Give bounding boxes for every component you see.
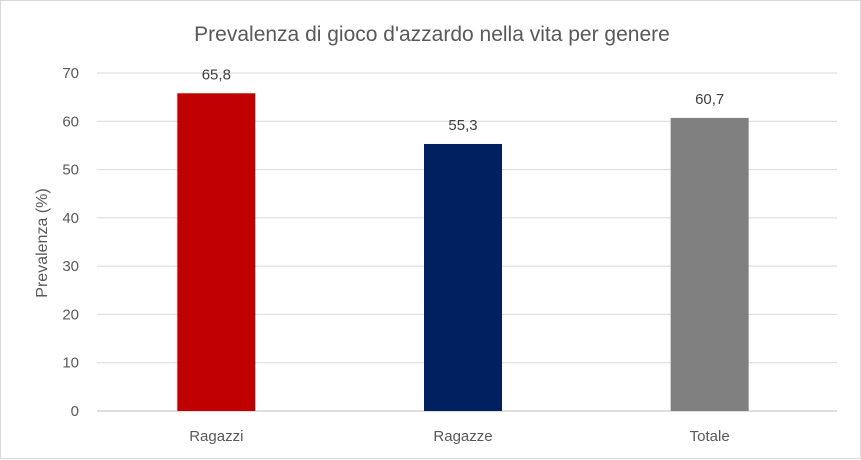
bar xyxy=(670,117,749,412)
category-labels: Ragazzi Ragazze Totale xyxy=(189,428,729,445)
bars xyxy=(177,93,749,412)
y-axis-title: Prevalenza (%) xyxy=(34,188,51,297)
data-label: 55,3 xyxy=(448,117,477,134)
y-tick-label: 50 xyxy=(62,162,79,179)
category-label: Totale xyxy=(690,428,730,445)
bar xyxy=(177,93,256,411)
category-label: Ragazze xyxy=(433,428,492,445)
data-label: 60,7 xyxy=(695,91,724,108)
data-labels: 65,8 55,3 60,7 xyxy=(202,66,725,134)
chart-title: Prevalenza di gioco d'azzardo nella vita… xyxy=(194,23,670,46)
y-tick-label: 30 xyxy=(62,258,79,275)
data-label: 65,8 xyxy=(202,66,231,83)
y-tick-label: 70 xyxy=(62,65,79,82)
y-tick-label: 60 xyxy=(62,113,79,130)
y-tick-label: 10 xyxy=(62,355,79,372)
y-tick-label: 20 xyxy=(62,306,79,323)
bar xyxy=(424,143,502,412)
y-tick-label: 40 xyxy=(62,210,79,227)
y-axis-ticks: 0 10 20 30 40 50 60 70 xyxy=(62,65,79,420)
y-tick-label: 0 xyxy=(71,403,79,420)
category-label: Ragazzi xyxy=(189,428,243,445)
